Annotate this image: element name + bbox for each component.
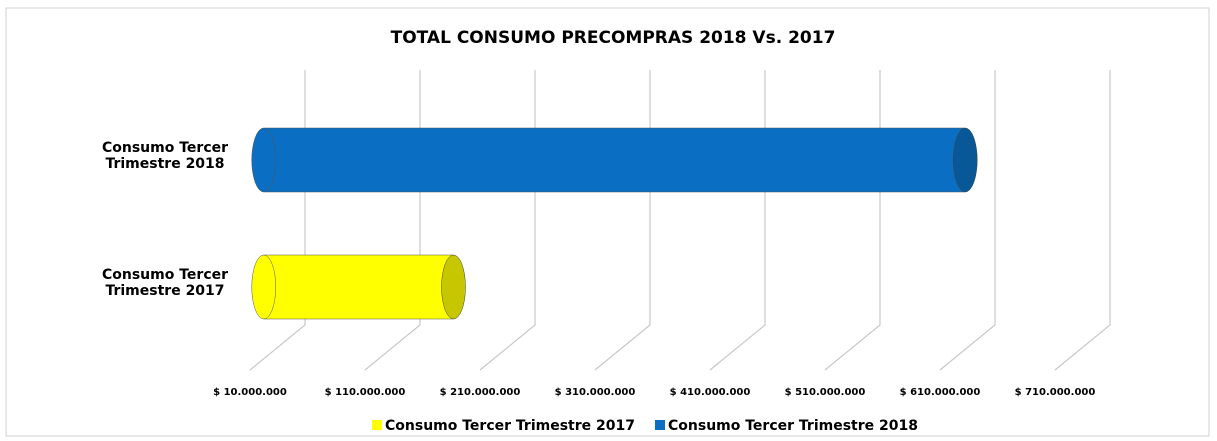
y-tick-label: Consumo Tercer Trimestre 2017 bbox=[101, 267, 229, 299]
y-tick-label: Consumo Tercer Trimestre 2018 bbox=[101, 140, 229, 172]
x-tick-label: $ 10.000.000 bbox=[213, 387, 287, 398]
chart-border bbox=[5, 7, 1210, 437]
x-tick-label: $ 710.000.000 bbox=[1015, 387, 1096, 398]
grid-line bbox=[1054, 70, 1111, 371]
bar bbox=[263, 254, 454, 320]
x-tick-label: $ 110.000.000 bbox=[325, 387, 406, 398]
bar-end-cap bbox=[953, 127, 978, 193]
legend-swatch bbox=[655, 420, 665, 430]
bar-start-cap bbox=[251, 254, 276, 320]
legend-swatch bbox=[372, 420, 382, 430]
x-tick-label: $ 310.000.000 bbox=[555, 387, 636, 398]
x-tick-label: $ 510.000.000 bbox=[785, 387, 866, 398]
x-tick-label: $ 210.000.000 bbox=[440, 387, 521, 398]
bar bbox=[263, 127, 966, 193]
chart-title: TOTAL CONSUMO PRECOMPRAS 2018 Vs. 2017 bbox=[391, 28, 836, 48]
legend-label: Consumo Tercer Trimestre 2017 bbox=[385, 418, 635, 434]
grid-line bbox=[939, 70, 996, 371]
x-tick-label: $ 410.000.000 bbox=[670, 387, 751, 398]
bar-end-cap bbox=[441, 254, 466, 320]
legend-label: Consumo Tercer Trimestre 2018 bbox=[668, 418, 918, 434]
x-tick-label: $ 610.000.000 bbox=[900, 387, 981, 398]
bar-start-cap bbox=[251, 127, 276, 193]
